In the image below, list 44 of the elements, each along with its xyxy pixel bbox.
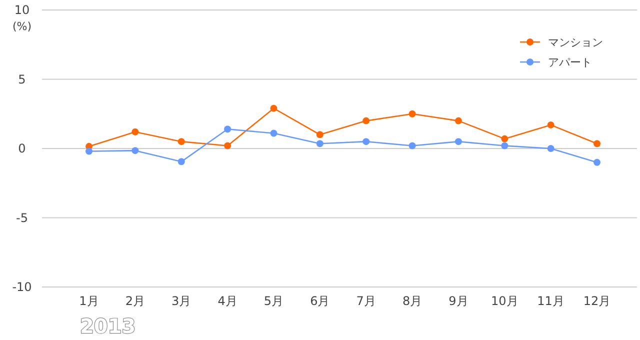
point <box>408 110 416 118</box>
x-tick-label: 5月 <box>264 294 284 308</box>
point <box>316 140 324 148</box>
point <box>86 148 92 155</box>
point <box>501 135 508 142</box>
point <box>132 147 139 154</box>
y-tick-label: 0 <box>18 142 26 156</box>
point <box>408 142 416 150</box>
y-tick-label: 10 <box>14 3 30 17</box>
point <box>547 121 554 128</box>
point <box>178 138 185 146</box>
x-tick-label: 6月 <box>310 294 330 308</box>
point <box>594 140 600 148</box>
point <box>270 130 278 137</box>
x-tick-label: 8月 <box>402 294 422 308</box>
x-tick-label: 2月 <box>125 294 145 308</box>
point <box>178 158 185 166</box>
y-tick-label: 5 <box>18 72 26 86</box>
point <box>316 131 324 138</box>
legend-label: アパート <box>548 56 592 69</box>
point <box>454 117 462 124</box>
point <box>132 128 139 136</box>
legend-label: マンション <box>548 36 603 49</box>
y-tick-label: -5 <box>16 210 28 225</box>
x-tick-label: 12月 <box>583 294 611 308</box>
x-tick-label: 10月 <box>490 294 518 308</box>
text: 2013 <box>80 314 136 338</box>
x-tick-label: 3月 <box>172 294 192 308</box>
point <box>547 145 554 152</box>
y-axis-title: (%) <box>12 20 32 33</box>
point <box>270 104 278 112</box>
point <box>224 142 232 150</box>
point <box>224 126 232 133</box>
point <box>454 138 462 146</box>
y-tick-label: -10 <box>12 280 32 294</box>
x-tick-label: 11月 <box>537 294 564 308</box>
x-tick-label: 7月 <box>356 294 376 308</box>
point <box>362 117 370 124</box>
point <box>501 142 508 150</box>
point <box>594 158 600 166</box>
x-tick-label: 9月 <box>448 294 468 308</box>
x-tick-label: 1月 <box>79 294 99 308</box>
x-tick-label: 4月 <box>218 294 238 308</box>
point <box>362 138 370 146</box>
